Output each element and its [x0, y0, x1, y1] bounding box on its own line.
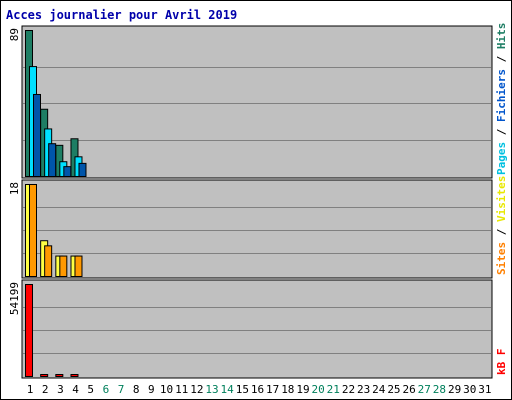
panel-background	[21, 179, 493, 279]
legend-separator: /	[495, 49, 508, 69]
x-tick-label: 17	[266, 383, 279, 396]
chart-title: Acces journalier pour Avril 2019	[6, 8, 237, 22]
legend-entry: Hits	[495, 23, 508, 50]
y-max-label: 18	[8, 182, 21, 195]
legend-separator: /	[495, 122, 508, 142]
x-tick-label: 27	[418, 383, 431, 396]
x-tick-label: 10	[160, 383, 173, 396]
x-tick-label: 12	[190, 383, 203, 396]
bar-pages-day-4	[78, 162, 87, 177]
x-tick-label: 28	[433, 383, 446, 396]
x-tick-label: 31	[478, 383, 491, 396]
x-tick-label: 8	[133, 383, 140, 396]
x-tick-label: 19	[296, 383, 309, 396]
legend-entry: Sites	[495, 242, 508, 275]
legend-kbytes: kB F	[495, 349, 508, 376]
panels: 89 Pages / Fichiers / Hits 18 Sites / Visit…	[8, 23, 508, 379]
legend-entry: Fichiers	[495, 69, 508, 122]
panel-background	[21, 279, 493, 379]
x-tick-label: 9	[148, 383, 155, 396]
legend-separator: /	[495, 222, 508, 242]
x-tick-label: 13	[205, 383, 218, 396]
legend-entry: Pages	[495, 142, 508, 175]
bar-sites-day-2	[44, 245, 53, 277]
x-tick-label: 14	[221, 383, 235, 396]
panel-background	[21, 25, 493, 179]
x-tick-label: 26	[402, 383, 415, 396]
bar-sites-day-3	[59, 255, 68, 277]
bar-kb-f-day-2	[40, 374, 49, 377]
x-tick-label: 25	[387, 383, 400, 396]
x-tick-label: 5	[87, 383, 94, 396]
legend-visits-sites: Sites / Visites	[495, 176, 508, 275]
x-tick-label: 21	[327, 383, 340, 396]
bar-sites-day-4	[74, 255, 83, 277]
x-tick-label: 18	[281, 383, 294, 396]
bar-kb-f-day-1	[25, 284, 33, 377]
x-axis-labels: 1 2 3 4 5 6 7 8 9 10 11 12 13 14 15 16 17 18 19 20 21 22 23 24 2…	[27, 383, 492, 396]
panel-hits-files-pages: 89 Pages / Fichiers / Hits	[8, 23, 508, 179]
x-tick-label: 7	[118, 383, 125, 396]
x-tick-label: 16	[251, 383, 264, 396]
panel-kbytes: 54199 kB F	[8, 279, 508, 379]
legend-hits-files-pages: Pages / Fichiers / Hits	[495, 23, 508, 175]
y-max-label: 89	[8, 28, 21, 41]
x-tick-label: 30	[463, 383, 476, 396]
panel-visits-sites: 18 Sites / Visites	[8, 176, 508, 279]
bar-kb-f-day-4	[70, 374, 79, 377]
legend-entry: Visites	[495, 176, 508, 222]
x-tick-label: 22	[342, 383, 355, 396]
x-tick-label: 4	[72, 383, 79, 396]
x-tick-label: 29	[448, 383, 461, 396]
bar-sites-day-1	[29, 184, 37, 277]
x-tick-label: 1	[27, 383, 34, 396]
legend-entry: kB F	[495, 349, 508, 376]
x-tick-label: 15	[236, 383, 249, 396]
x-tick-label: 24	[372, 383, 386, 396]
x-tick-label: 3	[57, 383, 64, 396]
y-max-label: 54199	[8, 282, 21, 315]
bar-kb-f-day-3	[55, 374, 64, 377]
bar-pages-day-3	[63, 166, 72, 177]
x-tick-label: 20	[312, 383, 325, 396]
x-tick-label: 23	[357, 383, 370, 396]
x-tick-label: 6	[103, 383, 110, 396]
x-tick-label: 11	[175, 383, 188, 396]
bar-pages-day-2	[48, 143, 57, 177]
bar-pages-day-1	[33, 93, 41, 177]
x-tick-label: 2	[42, 383, 49, 396]
